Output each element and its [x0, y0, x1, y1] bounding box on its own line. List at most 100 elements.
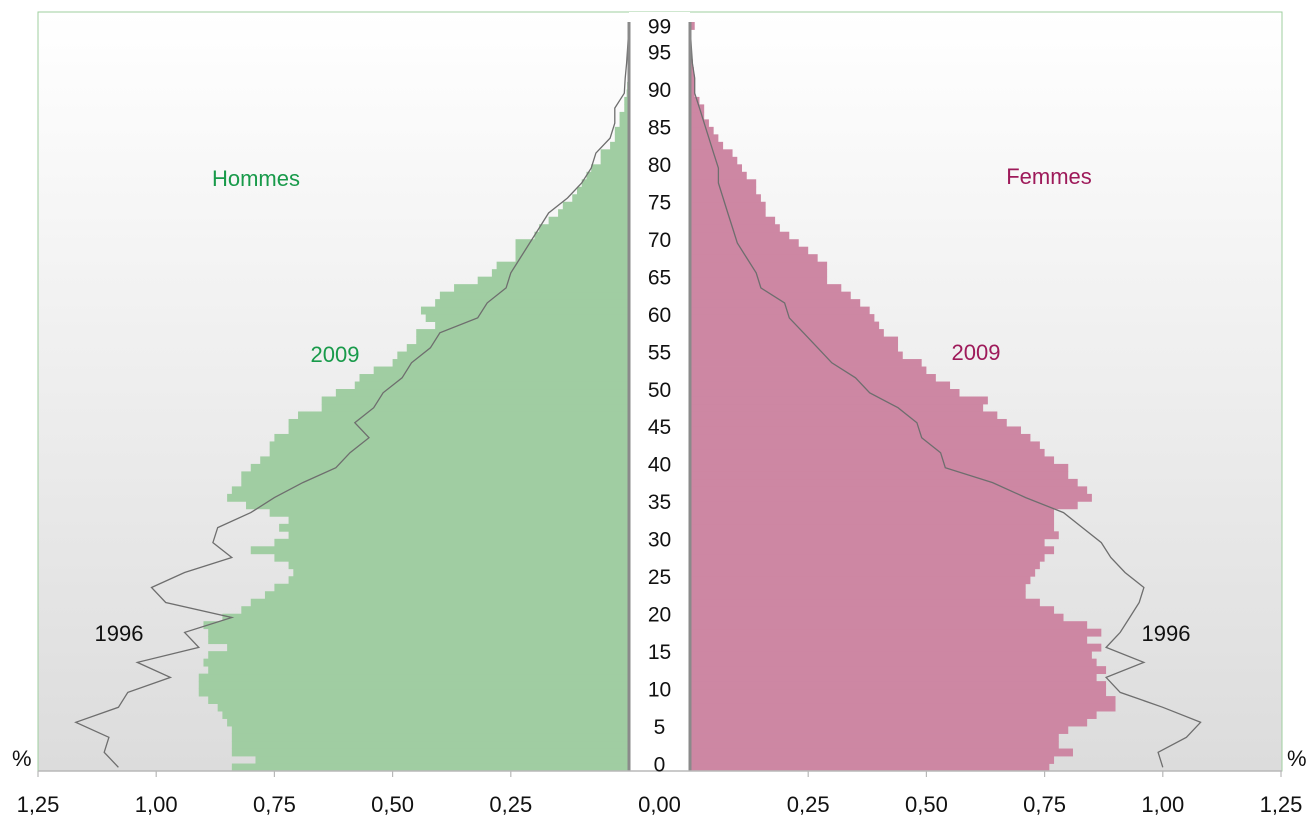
- bar-men-age-20: [222, 613, 629, 622]
- bar-men-age-85: [614, 126, 629, 135]
- bar-men-age-87: [619, 111, 629, 120]
- bar-men-age-16: [227, 643, 629, 652]
- bar-women-age-9: [690, 696, 1116, 704]
- bar-men-age-53: [373, 366, 629, 375]
- bar-women-age-30: [690, 538, 1045, 547]
- bar-men-age-4: [231, 733, 629, 742]
- bar-men-age-45: [288, 426, 629, 435]
- bar-women-age-84: [690, 134, 719, 143]
- age-tick-label: 35: [648, 491, 671, 514]
- bar-men-age-55: [397, 351, 629, 360]
- bar-men-age-71: [534, 231, 629, 240]
- women-1996-label: 1996: [1142, 621, 1191, 646]
- bar-men-age-31: [288, 531, 629, 540]
- bar-men-age-37: [231, 486, 629, 495]
- bar-women-age-19: [690, 621, 1088, 630]
- bar-women-age-18: [690, 628, 1102, 637]
- bar-women-age-75: [690, 201, 766, 210]
- bar-men-age-68: [515, 254, 629, 263]
- bar-women-age-44: [690, 433, 1031, 442]
- bar-women-age-23: [690, 591, 1026, 600]
- bar-men-age-58: [416, 329, 629, 337]
- age-tick-label: 0: [654, 753, 666, 776]
- unit-label-right: %: [1287, 746, 1307, 771]
- bar-women-age-85: [690, 126, 714, 135]
- x-ticks-group: 1,25 1,00 0,75 0,50 0,25 0,00 0,25 0,50 0,75 1,00…: [17, 771, 1302, 817]
- bar-women-age-12: [690, 673, 1097, 682]
- bar-men-age-11: [198, 681, 629, 690]
- bar-men-age-83: [610, 141, 629, 150]
- bar-women-age-72: [690, 224, 780, 233]
- bar-men-age-19: [203, 621, 630, 630]
- x-tick-label: 1,00: [1141, 792, 1184, 817]
- bar-men-age-44: [274, 433, 629, 442]
- bar-men-age-14: [203, 658, 630, 667]
- age-tick-label: 20: [648, 603, 671, 626]
- bar-women-age-81: [690, 156, 738, 165]
- age-tick-label: 85: [648, 117, 671, 140]
- bar-women-age-7: [690, 711, 1097, 719]
- men-side-label: Hommes: [212, 166, 300, 191]
- bar-men-age-2: [231, 748, 629, 757]
- bars-left-group: [198, 22, 630, 772]
- bar-women-age-26: [690, 568, 1036, 577]
- bar-women-age-16: [690, 643, 1102, 652]
- bar-men-age-84: [614, 134, 629, 143]
- age-tick-label: 15: [648, 641, 671, 664]
- bar-women-age-64: [690, 284, 842, 293]
- bar-men-age-5: [231, 726, 629, 734]
- bar-men-age-35: [246, 501, 630, 510]
- bar-men-age-0: [231, 763, 629, 772]
- bar-men-age-15: [208, 651, 629, 660]
- bar-women-age-77: [690, 186, 757, 195]
- bar-women-age-37: [690, 486, 1088, 495]
- bar-women-age-55: [690, 351, 903, 360]
- bar-men-age-21: [241, 606, 629, 615]
- bar-men-age-75: [562, 201, 629, 210]
- bar-women-age-27: [690, 561, 1040, 570]
- bar-men-age-47: [298, 411, 629, 420]
- bar-women-age-5: [690, 726, 1069, 734]
- bar-men-age-23: [264, 591, 629, 600]
- bar-women-age-15: [690, 651, 1092, 660]
- bar-men-age-66: [491, 269, 629, 278]
- bar-women-age-11: [690, 681, 1107, 690]
- bar-men-age-82: [600, 149, 629, 158]
- bar-women-age-92: [690, 74, 695, 83]
- bar-men-age-24: [274, 583, 629, 592]
- bar-women-age-78: [690, 179, 757, 188]
- bar-men-age-72: [539, 224, 629, 233]
- bar-women-age-28: [690, 553, 1045, 562]
- bar-men-age-36: [227, 493, 629, 502]
- bar-men-age-59: [435, 321, 629, 330]
- age-tick-label: 30: [648, 529, 671, 552]
- bars-right-group: [690, 22, 1116, 772]
- bar-men-age-77: [576, 186, 629, 195]
- bar-men-age-18: [208, 628, 629, 637]
- bar-women-age-91: [690, 81, 695, 90]
- lines-group: [74, 25, 1202, 768]
- bar-men-age-10: [198, 688, 629, 697]
- bar-men-age-1: [255, 756, 629, 764]
- bar-men-age-60: [425, 314, 629, 322]
- bar-women-age-93: [690, 66, 694, 75]
- bar-women-age-36: [690, 493, 1092, 502]
- bar-men-age-30: [274, 538, 629, 547]
- bar-men-age-52: [359, 374, 629, 382]
- bar-women-age-43: [690, 441, 1040, 450]
- unit-label-left: %: [12, 746, 32, 771]
- age-tick-label: 10: [648, 678, 671, 701]
- bar-men-age-40: [250, 463, 629, 472]
- bar-men-age-65: [477, 276, 629, 285]
- bar-women-age-39: [690, 471, 1069, 480]
- age-tick-label: 5: [654, 716, 666, 739]
- bar-women-age-59: [690, 321, 880, 330]
- bar-women-age-22: [690, 598, 1040, 607]
- bar-women-age-88: [690, 104, 705, 113]
- bar-women-age-21: [690, 606, 1055, 615]
- age-tick-label: 75: [648, 192, 671, 215]
- bar-women-age-2: [690, 748, 1073, 757]
- bar-men-age-48: [321, 403, 629, 412]
- bar-women-age-10: [690, 688, 1107, 697]
- bar-women-age-80: [690, 164, 743, 173]
